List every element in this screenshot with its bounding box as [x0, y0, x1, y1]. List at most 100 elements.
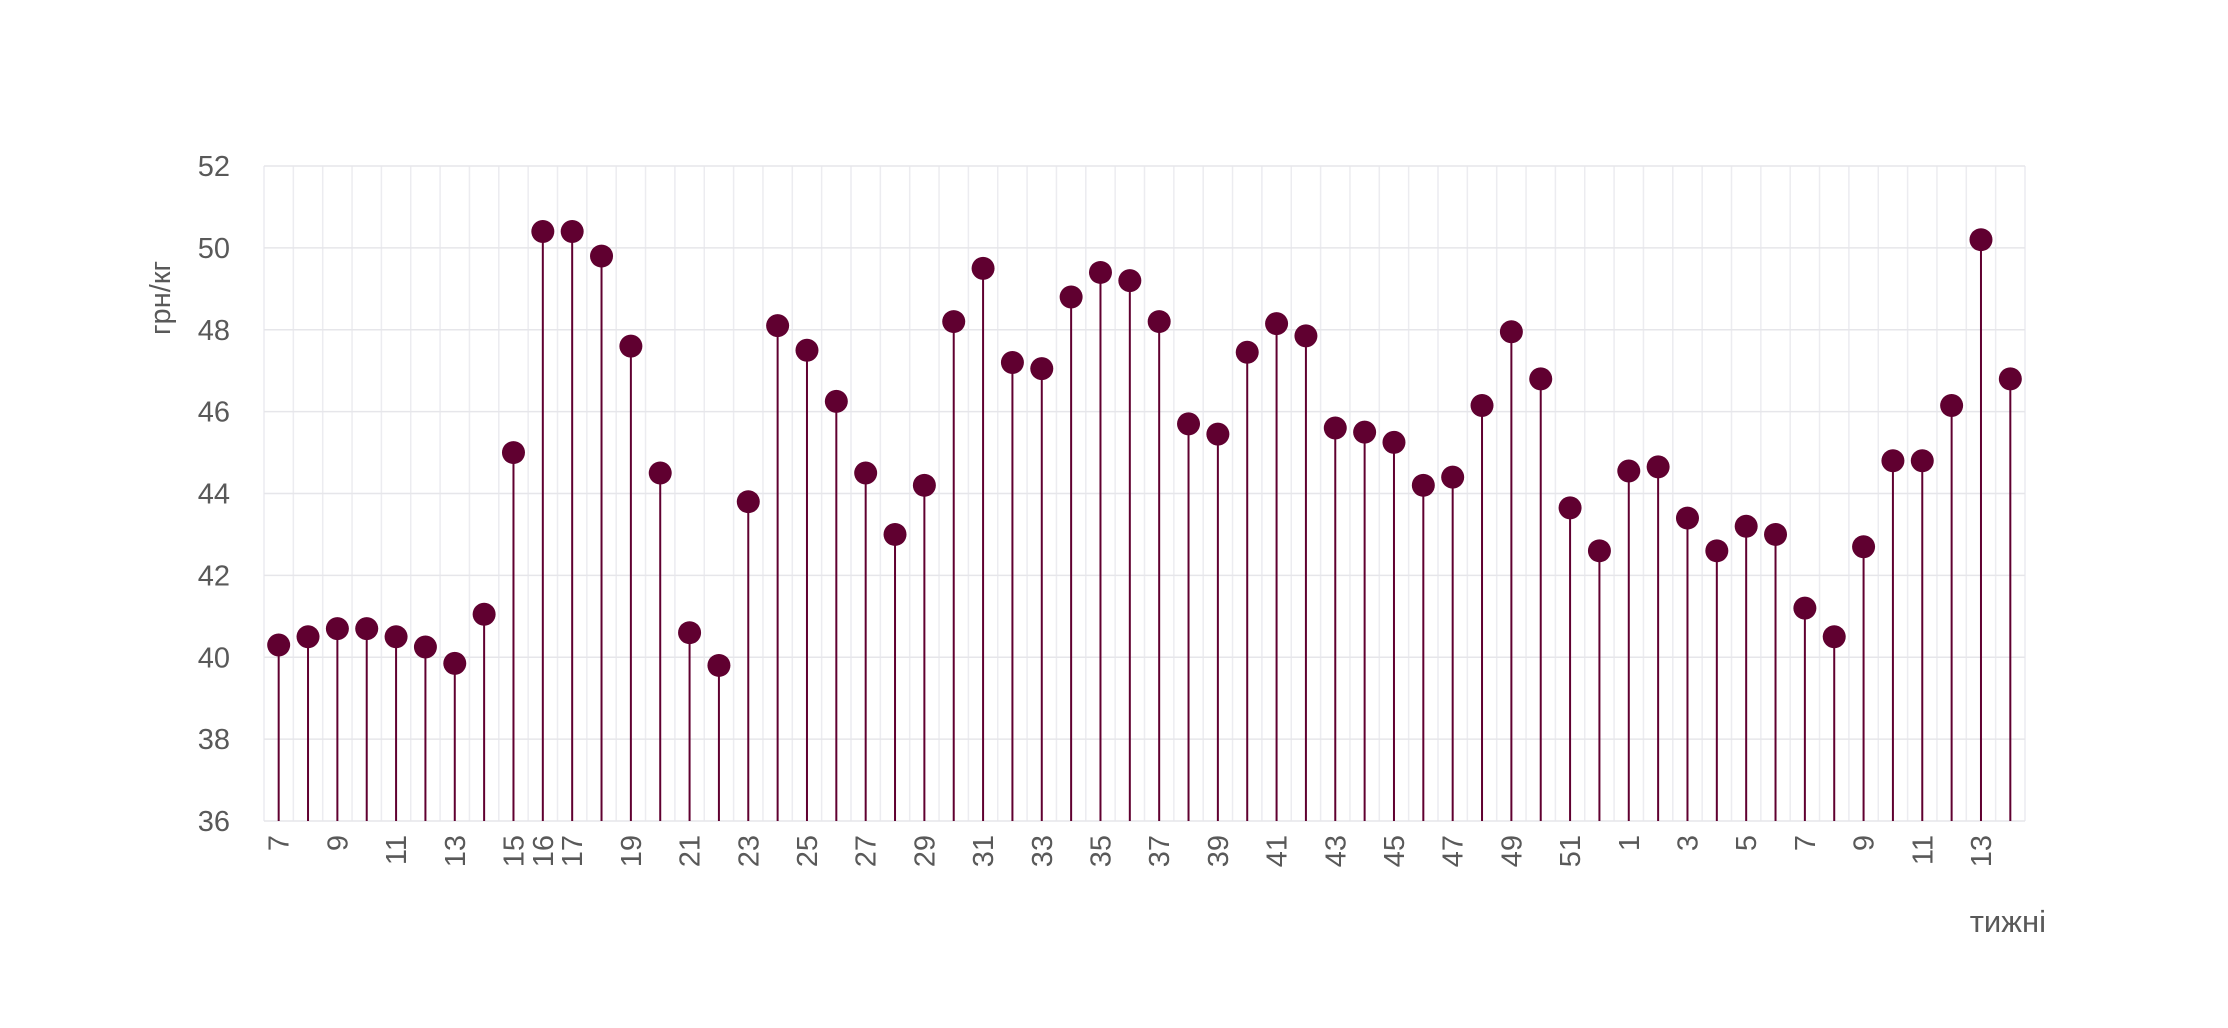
x-tick-label: 35	[1085, 835, 1117, 867]
dot	[355, 617, 379, 641]
dot	[1558, 496, 1582, 520]
dot	[267, 633, 291, 657]
dot	[501, 441, 525, 465]
dot	[1235, 340, 1259, 364]
dot	[1294, 324, 1318, 348]
x-tick-label: 47	[1438, 835, 1470, 867]
dot	[1734, 514, 1758, 538]
x-tick-label: 15	[498, 835, 530, 867]
x-tick-label: 37	[1144, 835, 1176, 867]
x-axis-title: тижні	[1970, 904, 2046, 939]
dot	[854, 461, 878, 485]
y-tick-label: 52	[198, 151, 230, 183]
x-tick-label: 11	[381, 835, 413, 865]
dot	[1587, 539, 1611, 563]
x-tick-label: 13	[440, 835, 472, 867]
dot	[590, 244, 614, 268]
x-tick-label: 13	[1966, 835, 1998, 867]
dot	[1441, 465, 1465, 489]
y-tick-label: 38	[198, 724, 230, 756]
x-tick-label: 16	[528, 835, 560, 867]
dot	[1793, 596, 1817, 620]
dot	[413, 635, 437, 659]
dot	[1411, 473, 1435, 497]
x-tick-label: 31	[968, 835, 1000, 867]
dot	[1470, 393, 1494, 417]
dot	[971, 256, 995, 280]
x-tick-label: 11	[1907, 835, 1939, 865]
x-tick-label: 45	[1379, 835, 1411, 867]
dot	[795, 338, 819, 362]
y-tick-label: 46	[198, 397, 230, 429]
x-tick-label: 3	[1672, 835, 1704, 851]
dot	[1764, 522, 1788, 546]
x-tick-label: 25	[792, 835, 824, 867]
dot	[1030, 357, 1054, 381]
dot	[1265, 312, 1289, 336]
dot	[1118, 269, 1142, 293]
y-tick-label: 44	[198, 479, 230, 511]
dot	[1852, 535, 1876, 559]
dot	[1499, 320, 1523, 344]
x-tick-label: 43	[1320, 835, 1352, 867]
dot	[736, 490, 760, 514]
dot	[1323, 416, 1347, 440]
dot	[1617, 459, 1641, 483]
x-tick-label: 1	[1614, 835, 1646, 851]
dot	[1822, 625, 1846, 649]
x-tick-label: 49	[1496, 835, 1528, 867]
dot	[942, 310, 966, 334]
dot	[1940, 393, 1964, 417]
y-axis-title: грн/кг	[145, 261, 177, 335]
dot	[384, 625, 408, 649]
x-tick-label: 33	[1027, 835, 1059, 867]
x-tick-label: 17	[557, 835, 589, 867]
y-tick-label: 50	[198, 233, 230, 265]
x-tick-label: 27	[851, 835, 883, 867]
dot	[1206, 422, 1230, 446]
dot	[325, 617, 349, 641]
dot	[1000, 351, 1024, 374]
dot	[1059, 285, 1083, 309]
x-tick-label: 7	[264, 835, 296, 851]
x-tick-label: 19	[616, 835, 648, 867]
dot	[619, 334, 643, 358]
dot	[883, 522, 907, 546]
x-tick-label: 39	[1203, 835, 1235, 867]
x-tick-label: 51	[1555, 835, 1587, 867]
dot	[1998, 367, 2022, 391]
dot	[296, 625, 320, 649]
dot	[707, 653, 731, 677]
x-tick-label: 41	[1262, 835, 1294, 867]
dot	[648, 461, 672, 485]
dot	[1147, 310, 1171, 334]
x-tick-label: 21	[675, 835, 707, 867]
dot	[912, 473, 936, 497]
dot	[1529, 367, 1553, 391]
dot	[766, 314, 790, 338]
dot	[1705, 539, 1729, 563]
y-tick-label: 48	[198, 315, 230, 347]
x-tick-label: 23	[733, 835, 765, 867]
dot	[560, 220, 584, 243]
x-tick-label: 9	[322, 835, 354, 851]
dot	[1646, 455, 1670, 479]
dot	[1969, 228, 1993, 252]
dot	[1382, 430, 1406, 454]
dot	[1353, 420, 1377, 444]
dot	[824, 389, 848, 413]
dot	[531, 220, 555, 243]
y-tick-label: 36	[198, 806, 230, 838]
dot	[1675, 506, 1699, 530]
dot	[1177, 412, 1201, 436]
x-tick-label: 9	[1849, 835, 1881, 851]
dot	[678, 621, 702, 645]
dot	[1088, 260, 1112, 284]
x-tick-label: 7	[1790, 835, 1822, 851]
y-tick-label: 42	[198, 560, 230, 592]
dot	[443, 651, 467, 675]
y-tick-label: 40	[198, 642, 230, 674]
dot	[472, 602, 496, 626]
dot	[1881, 449, 1905, 473]
